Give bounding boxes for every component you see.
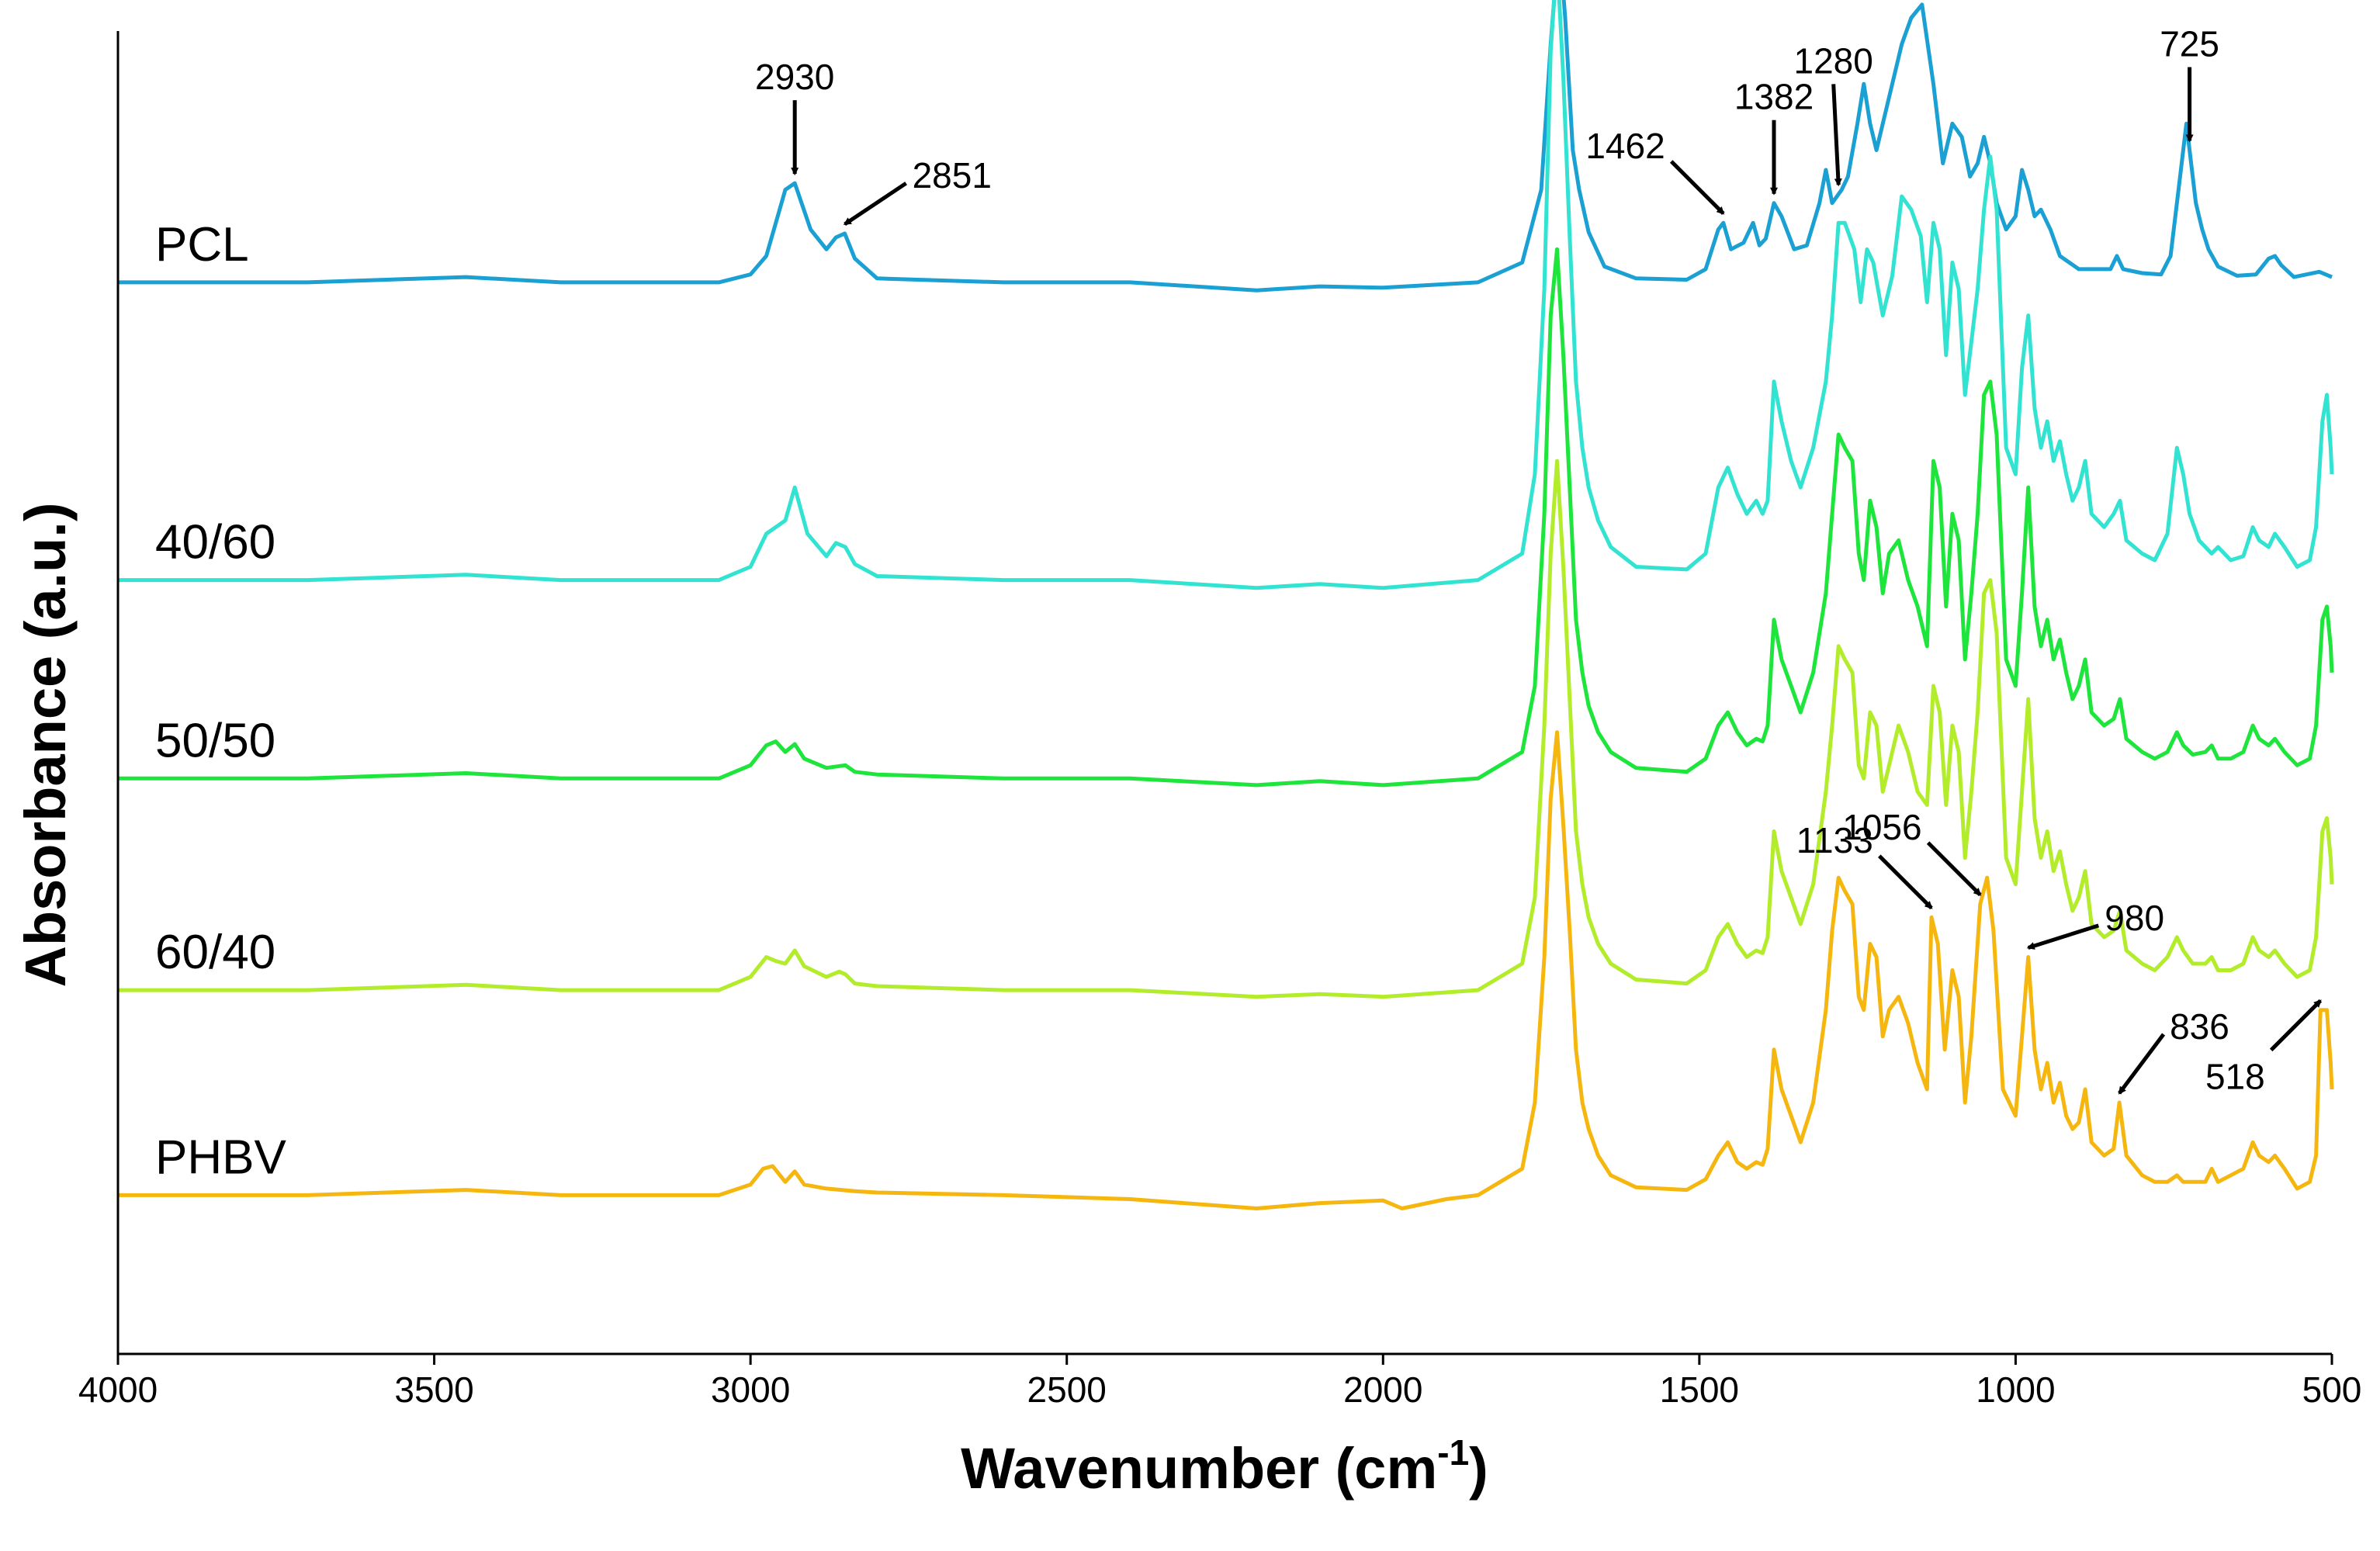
x-tick-label-4: 2000: [1343, 1369, 1422, 1410]
annotation-label-11: 836: [2170, 1006, 2229, 1047]
y-axis-title: Absorbance (a.u.): [13, 503, 78, 988]
x-axis-title: Wavenumber (cm-1): [961, 1432, 1488, 1501]
series-label-0: PCL: [155, 218, 249, 272]
x-axis-title-close: ): [1469, 1436, 1488, 1501]
annotation-arrow-9: [1926, 841, 1982, 897]
annotation-label-3: 1462: [1585, 126, 1665, 166]
annotation-label-10: 980: [2105, 898, 2164, 938]
series-label-2: 50/50: [155, 714, 275, 767]
x-axis-title-superscript: -1: [1437, 1432, 1469, 1473]
annotation-label-4: 1382: [1734, 77, 1814, 117]
series-line-1: [118, 0, 2334, 590]
series-group: [118, 0, 2334, 1210]
x-tick-label-1: 3500: [394, 1369, 473, 1410]
annotation-arrow-12: [2269, 999, 2323, 1052]
series-label-1: 40/60: [155, 516, 275, 570]
annotation-label-5: 1280: [1794, 40, 1873, 81]
x-axis-title-main: Wavenumber (cm: [961, 1436, 1437, 1501]
annotation-label-9: 1056: [1842, 807, 1921, 847]
annotation-arrow-5: [1831, 84, 1842, 187]
series-label-3: 60/40: [155, 926, 275, 979]
annotation-label-1: 2851: [913, 155, 992, 196]
x-tick-label-2: 3000: [711, 1369, 790, 1410]
x-tick-label-0: 4000: [78, 1369, 158, 1410]
series-line-4: [118, 730, 2334, 1210]
x-tick-label-6: 1000: [1976, 1369, 2055, 1410]
annotation-arrow-1: [843, 182, 907, 226]
annotation-arrow-3: [1669, 160, 1725, 215]
annotation-label-7: 725: [2160, 24, 2219, 64]
x-tick-label-3: 2500: [1027, 1369, 1107, 1410]
series-line-0: [118, 0, 2333, 293]
x-tick-label-7: 500: [2302, 1369, 2362, 1410]
annotation-label-12: 518: [2205, 1056, 2265, 1096]
x-axis-ticks: 4000 3500 3000 2500 2000 1500 1000 500: [78, 1354, 2362, 1410]
series-line-2: [118, 247, 2334, 788]
annotation-arrow-11: [2118, 1033, 2166, 1095]
series-line-3: [118, 459, 2334, 999]
annotation-label-8: 1133: [1796, 820, 1873, 860]
annotation-arrow-8: [1878, 854, 1933, 910]
series-labels: PCL 40/60 50/50 60/40 PHBV: [155, 218, 286, 1185]
annotation-label-0: 2930: [755, 57, 834, 97]
peak-annotations: 2930285117221462138212801148725113310569…: [755, 24, 2323, 1096]
x-tick-label-5: 1500: [1660, 1369, 1739, 1410]
annotation-arrow-10: [2026, 923, 2100, 950]
series-label-4: PHBV: [155, 1130, 286, 1184]
